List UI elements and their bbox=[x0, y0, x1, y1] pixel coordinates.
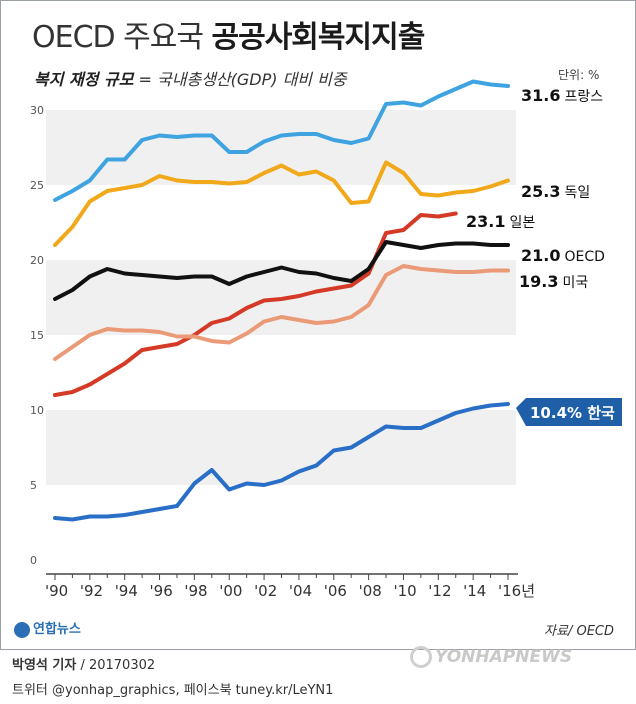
series-end-label: 31.6 프랑스 bbox=[521, 86, 603, 105]
korea-end-label: 10.4% 한국 bbox=[530, 404, 615, 422]
yonhap-logo-icon bbox=[14, 621, 30, 638]
x-tick-label: '98 bbox=[184, 582, 207, 600]
x-tick-label: '12 bbox=[428, 582, 451, 600]
end-value: 19.3 bbox=[519, 272, 558, 291]
yonhap-logo: 연합뉴스 bbox=[14, 618, 81, 638]
end-value: 21.0 bbox=[521, 246, 560, 265]
series-name: OECD bbox=[564, 249, 604, 265]
series-name: 일본 bbox=[509, 215, 535, 231]
grid-band bbox=[46, 410, 516, 485]
x-tick-label: '10 bbox=[393, 582, 416, 600]
subtitle-rest: = 국내총생산(GDP) 대비 비중 bbox=[133, 70, 347, 89]
credit-social: 트위터 @yonhap_graphics, 페이스북 tuney.kr/LeYN… bbox=[12, 683, 334, 698]
series-end-label: 21.0 OECD bbox=[521, 246, 605, 265]
series-name: 미국 bbox=[562, 275, 588, 291]
source-label: 자료/ OECD bbox=[544, 624, 614, 639]
y-tick-label: 5 bbox=[30, 479, 37, 492]
x-tick-label: '92 bbox=[80, 582, 103, 600]
y-tick-label: 10 bbox=[30, 404, 44, 417]
background-bands bbox=[46, 110, 516, 485]
x-tick-label: '06 bbox=[324, 582, 347, 600]
logo-text: 연합뉴스 bbox=[33, 622, 81, 637]
series-line-OECD bbox=[53, 240, 510, 301]
korea-callout: 10.4% 한국 bbox=[516, 398, 622, 426]
title-bold: 공공사회복지지출 bbox=[211, 20, 426, 55]
x-tick-label: '02 bbox=[254, 582, 277, 600]
end-value: 31.6 bbox=[521, 86, 560, 105]
y-tick-label: 25 bbox=[30, 179, 44, 192]
x-tick-label: '04 bbox=[289, 582, 312, 600]
korea-callout-box bbox=[516, 398, 622, 426]
y-tick-label: 20 bbox=[30, 254, 44, 267]
x-tick-label: '94 bbox=[115, 582, 138, 600]
credit-name: 박영석 기자 bbox=[12, 658, 77, 673]
series-line-독일 bbox=[53, 160, 510, 247]
watermark: YONHAPNEWS bbox=[410, 646, 572, 668]
series-end-label: 25.3 독일 bbox=[521, 182, 590, 201]
y-tick-label: 30 bbox=[30, 104, 44, 117]
series-name: 프랑스 bbox=[564, 89, 603, 105]
x-tick-label: '00 bbox=[219, 582, 242, 600]
series-line-한국 bbox=[53, 402, 510, 522]
x-tick-label: '16년 bbox=[498, 582, 535, 600]
grid-band bbox=[46, 110, 516, 185]
x-tick-label: '08 bbox=[359, 582, 382, 600]
series-labels: 31.6 프랑스 25.3 독일 23.1 일본 21.0 OECD 19.3 미국 10.4% 한… bbox=[466, 86, 622, 426]
watermark-logo-icon bbox=[410, 646, 432, 668]
series-end-label: 19.3 미국 bbox=[519, 272, 588, 291]
watermark-text: YONHAPNEWS bbox=[435, 647, 573, 667]
series-line-미국 bbox=[53, 264, 510, 361]
x-tick-label: '14 bbox=[463, 582, 486, 600]
y-axis-ticks: 0 5 10 15 20 25 30 bbox=[30, 104, 44, 567]
subtitle-bold: 복지 재정 규모 bbox=[34, 70, 134, 89]
y-tick-label: 15 bbox=[30, 329, 44, 342]
end-value: 23.1 bbox=[466, 212, 505, 231]
y-tick-label: 0 bbox=[30, 554, 37, 567]
series-end-label: 23.1 일본 bbox=[466, 212, 535, 231]
chart-title: OECD 주요국 공공사회복지지출 bbox=[32, 12, 426, 56]
x-tick-label: '96 bbox=[150, 582, 173, 600]
line-chart: 0 5 10 15 20 25 30 '90 '92 '94 '96 '98 '00 '02 '04 '06… bbox=[30, 79, 622, 600]
x-tick-label: '90 bbox=[45, 582, 68, 600]
end-value: 25.3 bbox=[521, 182, 560, 201]
series-lines bbox=[53, 79, 510, 522]
chart-subtitle: 복지 재정 규모 = 국내총생산(GDP) 대비 비중 bbox=[34, 66, 347, 90]
series-line-프랑스 bbox=[53, 79, 510, 202]
series-line-일본 bbox=[53, 211, 458, 397]
credit-date: / 20170302 bbox=[76, 658, 156, 673]
credit-line: 박영석 기자 / 20170302 bbox=[12, 654, 155, 673]
series-name: 독일 bbox=[564, 185, 590, 201]
title-light: OECD 주요국 bbox=[32, 20, 204, 55]
unit-label: 단위: % bbox=[558, 68, 600, 82]
x-axis: '90 '92 '94 '96 '98 '00 '02 '04 '06 '08 '10 '12 '14 '… bbox=[45, 573, 535, 600]
